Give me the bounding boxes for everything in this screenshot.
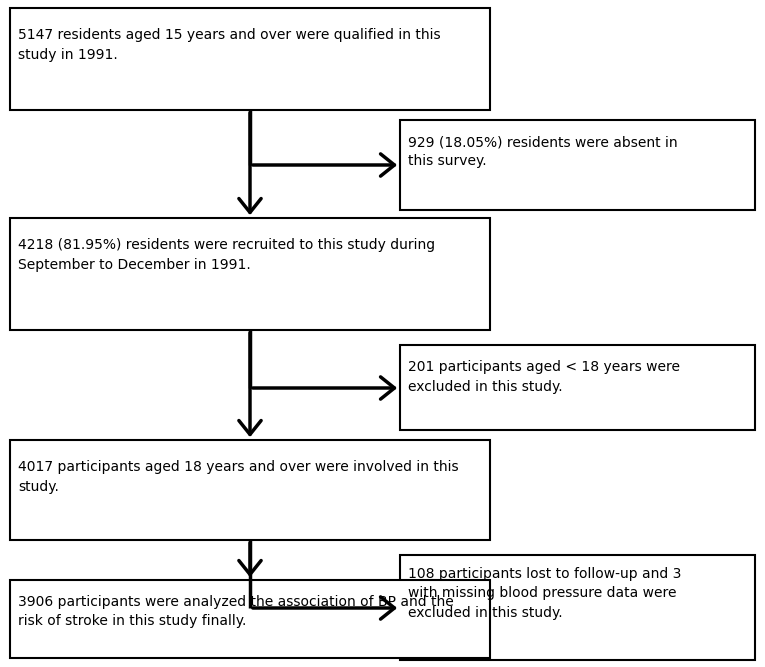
Text: 3906 participants were analyzed the association of BP and the
risk of stroke in : 3906 participants were analyzed the asso… — [18, 595, 454, 628]
Text: 4218 (81.95%) residents were recruited to this study during
September to Decembe: 4218 (81.95%) residents were recruited t… — [18, 238, 435, 271]
Text: 929 (18.05%) residents were absent in
this survey.: 929 (18.05%) residents were absent in th… — [408, 135, 678, 169]
Bar — [400, 345, 755, 430]
Bar — [10, 218, 490, 330]
Bar — [10, 580, 490, 658]
Bar — [400, 555, 755, 660]
Text: 108 participants lost to follow-up and 3
with missing blood pressure data were
e: 108 participants lost to follow-up and 3… — [408, 567, 682, 620]
Text: 5147 residents aged 15 years and over were qualified in this
study in 1991.: 5147 residents aged 15 years and over we… — [18, 28, 441, 61]
Bar — [10, 440, 490, 540]
Text: 201 participants aged < 18 years were
excluded in this study.: 201 participants aged < 18 years were ex… — [408, 360, 680, 394]
Text: 4017 participants aged 18 years and over were involved in this
study.: 4017 participants aged 18 years and over… — [18, 460, 459, 494]
Bar — [10, 8, 490, 110]
Bar — [400, 120, 755, 210]
